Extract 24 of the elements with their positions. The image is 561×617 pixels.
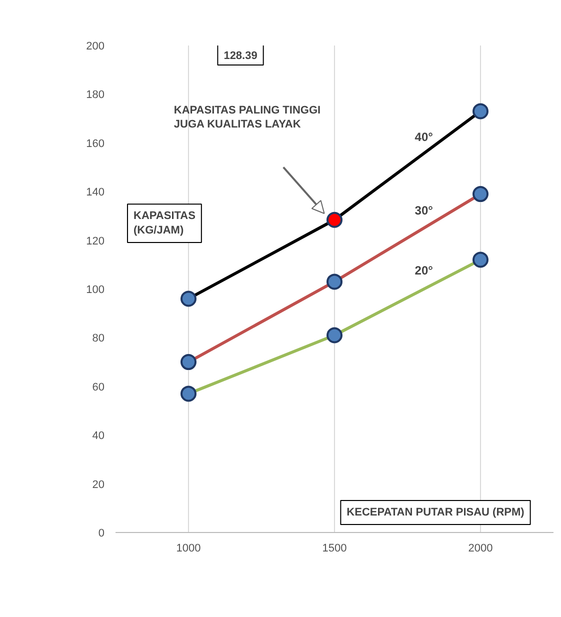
y-tick-label: 40 (92, 430, 105, 442)
annotation: KAPASITAS PALING TINGGI JUGA KUALITAS LAYAK (174, 104, 321, 131)
y-tick-label: 180 (86, 89, 105, 102)
series-label: 20° (414, 264, 434, 278)
y-axis-title: KAPASITAS (KG/JAM) (134, 210, 196, 236)
point (180, 290, 196, 307)
y-tick-label: 200 (86, 40, 105, 52)
x-axis-title: KECEPATAN PUTAR PISAU (RPM) (346, 506, 525, 518)
y-tick-label: 140 (86, 186, 105, 199)
series-label: 30° (414, 203, 434, 218)
y-tick-label: 0 (98, 528, 105, 540)
y-tick-label: 100 (86, 284, 105, 296)
point (472, 103, 488, 120)
y-tick-label: 120 (86, 235, 105, 248)
annotation: 128.39 (224, 50, 258, 62)
y-tick-label: 60 (92, 381, 105, 394)
point (326, 212, 342, 228)
x-tick-label: 1000 (176, 542, 201, 554)
series-label: 40° (414, 130, 434, 144)
y-tick-label: 160 (86, 138, 105, 150)
y-tick-label: 20 (92, 478, 105, 491)
x-tick-label: 2000 (468, 542, 493, 554)
x-tick-label: 1500 (322, 542, 347, 554)
y-tick-label: 80 (92, 332, 105, 345)
